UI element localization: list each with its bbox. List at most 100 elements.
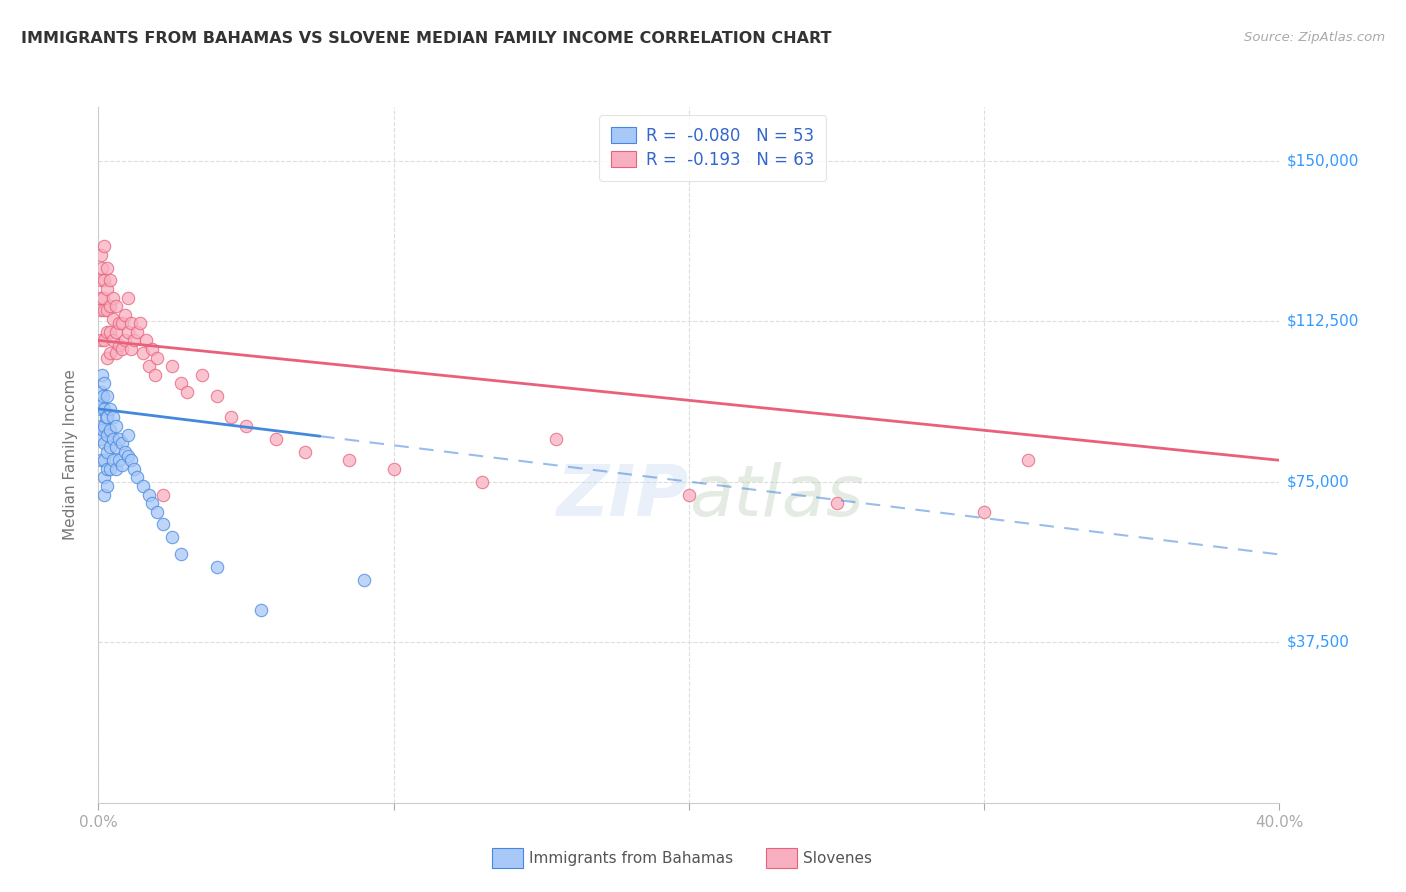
Point: [108, 453, 131, 467]
Point: [471, 475, 494, 489]
Point: [96, 410, 118, 425]
Point: [132, 479, 155, 493]
Point: [91, 423, 114, 437]
Point: [103, 312, 125, 326]
Text: $37,500: $37,500: [1286, 635, 1350, 649]
Point: [120, 453, 142, 467]
Point: [191, 368, 214, 382]
Point: [382, 462, 405, 476]
Point: [353, 573, 375, 587]
Point: [152, 517, 174, 532]
Point: [128, 316, 150, 330]
Point: [117, 325, 139, 339]
Point: [98, 273, 121, 287]
Point: [105, 346, 128, 360]
Point: [120, 342, 142, 356]
Point: [91, 389, 114, 403]
Point: [93, 401, 115, 416]
Point: [91, 291, 114, 305]
Point: [90, 248, 112, 262]
Point: [205, 560, 228, 574]
Point: [103, 410, 125, 425]
Point: [114, 308, 136, 322]
Text: ZIP: ZIP: [557, 462, 689, 531]
Point: [250, 603, 273, 617]
Point: [170, 548, 193, 562]
Point: [1017, 453, 1039, 467]
Point: [117, 427, 139, 442]
Point: [108, 337, 131, 351]
Point: [146, 351, 169, 365]
Text: Source: ZipAtlas.com: Source: ZipAtlas.com: [1244, 31, 1385, 45]
Point: [162, 359, 183, 373]
Point: [103, 432, 125, 446]
Point: [90, 432, 112, 446]
Point: [219, 410, 242, 425]
Text: IMMIGRANTS FROM BAHAMAS VS SLOVENE MEDIAN FAMILY INCOME CORRELATION CHART: IMMIGRANTS FROM BAHAMAS VS SLOVENE MEDIA…: [21, 31, 831, 46]
Point: [146, 505, 169, 519]
Point: [176, 384, 198, 399]
Point: [98, 346, 121, 360]
Point: [114, 334, 136, 348]
Point: [678, 487, 700, 501]
Point: [138, 487, 160, 501]
Point: [105, 419, 128, 434]
Text: Slovenes: Slovenes: [803, 851, 872, 865]
Point: [90, 334, 112, 348]
Point: [138, 359, 160, 373]
Point: [89, 291, 111, 305]
Point: [125, 470, 148, 484]
Point: [108, 316, 131, 330]
Point: [544, 432, 567, 446]
Point: [93, 376, 115, 391]
Point: [152, 487, 174, 501]
Point: [114, 444, 136, 458]
Point: [96, 351, 118, 365]
Text: Immigrants from Bahamas: Immigrants from Bahamas: [529, 851, 733, 865]
Point: [91, 260, 114, 275]
Point: [90, 401, 112, 416]
Point: [337, 453, 360, 467]
Point: [111, 342, 134, 356]
Text: $150,000: $150,000: [1286, 153, 1358, 168]
Point: [90, 384, 112, 399]
Point: [98, 299, 121, 313]
Point: [170, 376, 193, 391]
Point: [117, 449, 139, 463]
Point: [117, 291, 139, 305]
Point: [93, 487, 115, 501]
Point: [96, 479, 118, 493]
Point: [93, 436, 115, 450]
Point: [98, 325, 121, 339]
Point: [96, 444, 118, 458]
Point: [105, 462, 128, 476]
Point: [96, 325, 118, 339]
Text: $112,500: $112,500: [1286, 314, 1358, 328]
Point: [90, 453, 112, 467]
Point: [96, 282, 118, 296]
Point: [122, 462, 145, 476]
Point: [98, 462, 121, 476]
Point: [105, 325, 128, 339]
Point: [162, 530, 183, 544]
Point: [103, 291, 125, 305]
Point: [96, 427, 118, 442]
Point: [90, 273, 112, 287]
Point: [141, 342, 163, 356]
Point: [98, 441, 121, 455]
Point: [235, 419, 257, 434]
Point: [135, 334, 157, 348]
Point: [125, 325, 148, 339]
Point: [93, 239, 115, 253]
Point: [93, 470, 115, 484]
Point: [122, 334, 145, 348]
Point: [90, 303, 112, 318]
Point: [96, 303, 118, 318]
Point: [111, 436, 134, 450]
Point: [94, 410, 117, 425]
Text: $75,000: $75,000: [1286, 475, 1350, 489]
Point: [825, 496, 848, 510]
Point: [264, 432, 287, 446]
Point: [93, 303, 115, 318]
Point: [205, 389, 228, 403]
